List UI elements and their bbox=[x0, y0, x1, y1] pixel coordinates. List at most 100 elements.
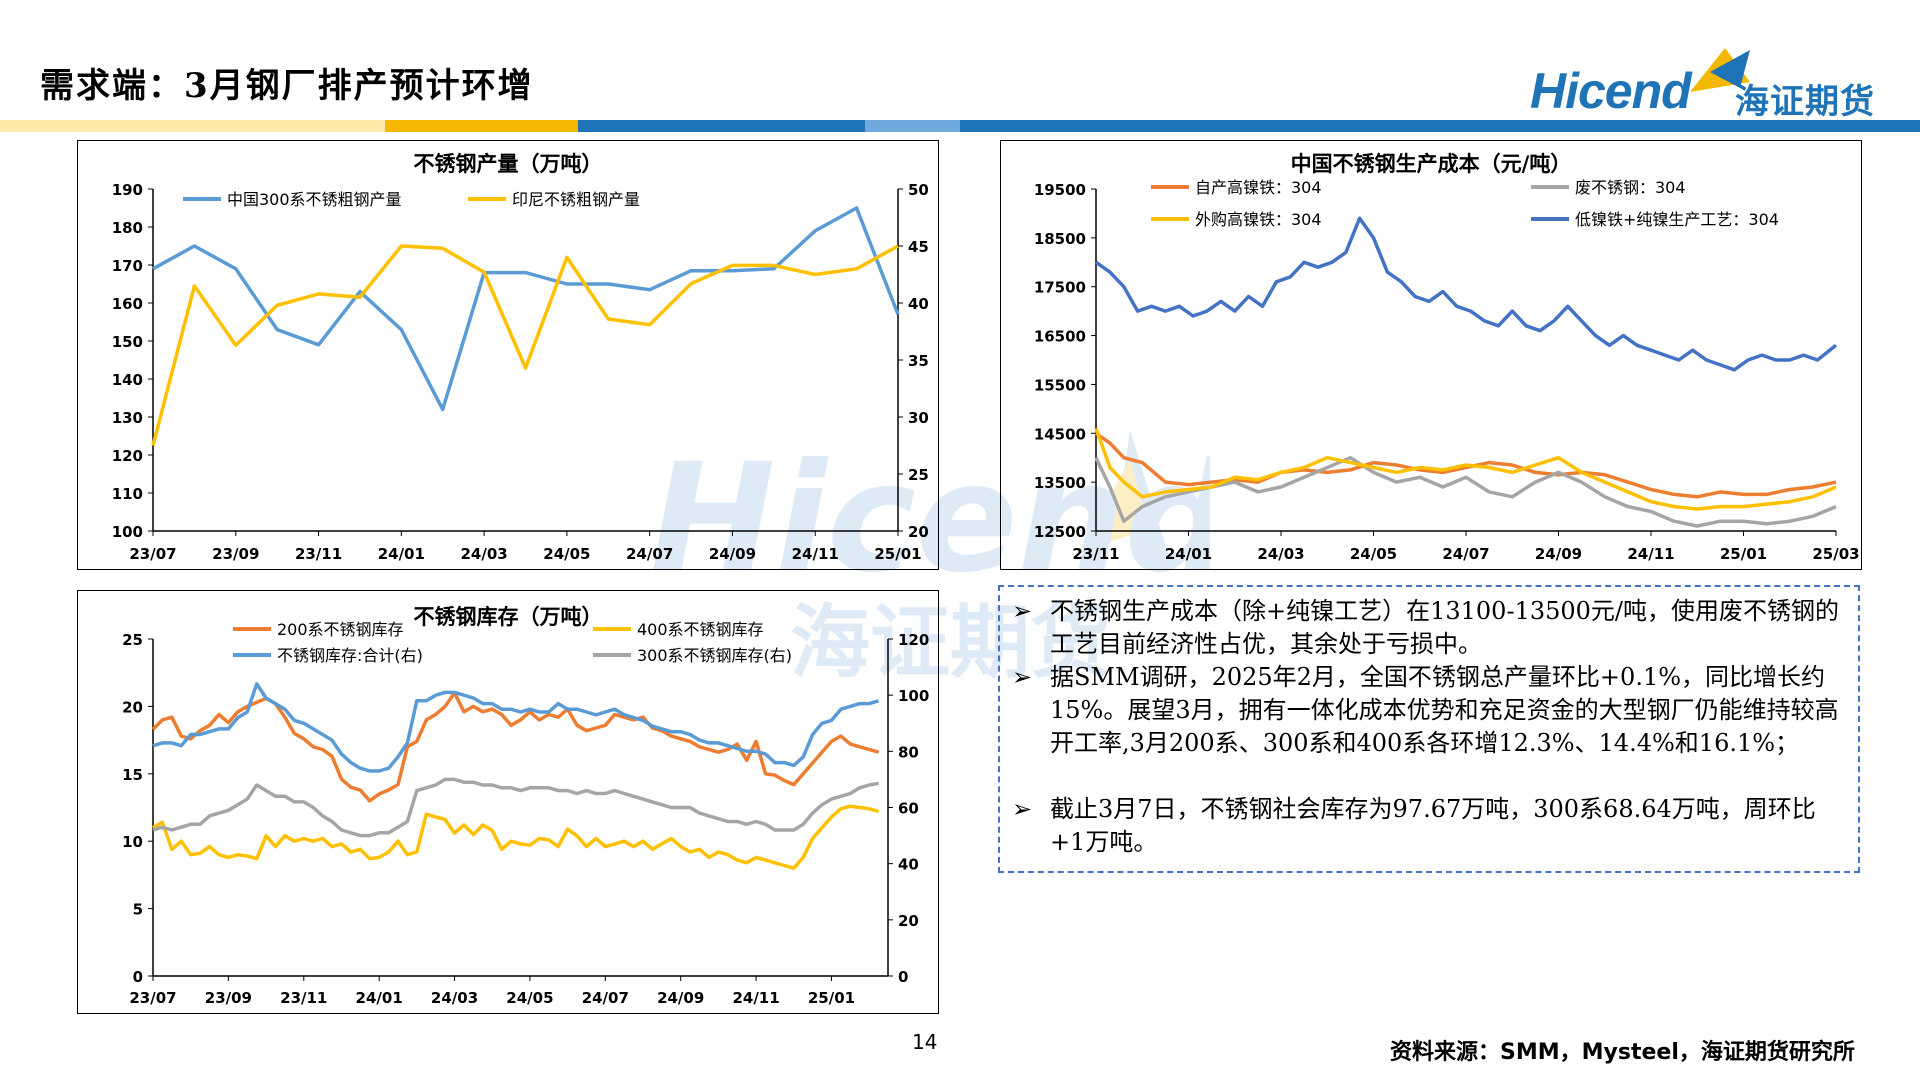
bullet-marker: ➢ bbox=[1012, 663, 1033, 691]
x-tick-label: 24/01 bbox=[356, 989, 403, 1007]
y2-tick-label: 35 bbox=[908, 352, 929, 370]
legend-label: 印尼不锈粗钢产量 bbox=[512, 190, 640, 209]
x-tick-label: 24/09 bbox=[1535, 545, 1582, 563]
series-line-4 bbox=[152, 777, 879, 838]
x-tick-label: 23/09 bbox=[212, 545, 259, 563]
commentary-box: ➢ 不锈钢生产成本（除+纯镍工艺）在13100-13500元/吨，使用废不锈钢的… bbox=[998, 585, 1860, 873]
y-tick-label: 25 bbox=[122, 631, 143, 649]
header-bar-5 bbox=[960, 120, 1920, 132]
x-tick-label: 24/11 bbox=[792, 545, 839, 563]
y-tick-label: 140 bbox=[112, 371, 143, 389]
y2-tick-label: 60 bbox=[898, 800, 919, 818]
legend-label: 不锈钢库存:合计(右) bbox=[277, 646, 423, 665]
bullet-text: 截止3月7日，不锈钢社会库存为97.67万吨，300系68.64万吨，周环比+1… bbox=[1050, 795, 1816, 856]
series-line-3 bbox=[152, 682, 880, 773]
x-tick-label: 24/05 bbox=[543, 545, 590, 563]
y-tick-label: 190 bbox=[112, 181, 143, 199]
series-line-2 bbox=[151, 244, 899, 446]
bullet-2: ➢ 据SMM调研，2025年2月，全国不锈钢总产量环比+0.1%，同比增长约15… bbox=[1012, 661, 1847, 760]
x-tick-label: 24/05 bbox=[1350, 545, 1397, 563]
x-tick-label: 24/09 bbox=[657, 989, 704, 1007]
x-tick-label: 24/09 bbox=[709, 545, 756, 563]
chart-title: 不锈钢库存（万吨） bbox=[414, 605, 603, 629]
x-tick-label: 25/03 bbox=[1812, 545, 1859, 563]
x-tick-label: 24/03 bbox=[431, 989, 478, 1007]
logo-cn-text: 海证期货 bbox=[1735, 82, 1875, 122]
page-number: 14 bbox=[912, 1030, 938, 1054]
y-tick-label: 20 bbox=[122, 698, 143, 716]
legend-label: 300系不锈钢库存(右) bbox=[637, 646, 792, 665]
header-bar-2 bbox=[385, 120, 578, 132]
source-note: 资料来源：SMM，Mysteel，海证期货研究所 bbox=[1390, 1040, 1855, 1065]
cost-chart: 中国不锈钢生产成本（元/吨） 12500 13500 14500 15500 16500 1… bbox=[1034, 152, 1860, 563]
y2-tick-label: 20 bbox=[908, 523, 929, 541]
bullet-1: ➢ 不锈钢生产成本（除+纯镍工艺）在13100-13500元/吨，使用废不锈钢的… bbox=[1012, 595, 1847, 661]
legend-label: 200系不锈钢库存 bbox=[277, 620, 404, 639]
series-line-3 bbox=[1094, 427, 1837, 511]
bullet-3: ➢ 截止3月7日，不锈钢社会库存为97.67万吨，300系68.64万吨，周环比… bbox=[1012, 793, 1847, 859]
x-tick-label: 25/01 bbox=[808, 989, 855, 1007]
y2-tick-label: 45 bbox=[908, 238, 929, 256]
company-logo: Hicend 海证期货 bbox=[1530, 48, 1890, 122]
y2-tick-label: 25 bbox=[908, 466, 929, 484]
y2-tick-label: 80 bbox=[898, 743, 919, 761]
series-line-4 bbox=[1094, 216, 1838, 372]
x-tick-label: 25/01 bbox=[874, 545, 921, 563]
y2-tick-label: 30 bbox=[908, 409, 929, 427]
y-tick-label: 120 bbox=[112, 447, 143, 465]
series-line-1 bbox=[152, 206, 900, 412]
y2-tick-label: 0 bbox=[898, 968, 908, 986]
y-tick-label: 5 bbox=[133, 901, 143, 919]
x-tick-label: 24/03 bbox=[460, 545, 507, 563]
y-tick-label: 170 bbox=[112, 257, 143, 275]
x-tick-label: 23/11 bbox=[1072, 545, 1119, 563]
legend-label: 400系不锈钢库存 bbox=[637, 620, 764, 639]
x-tick-label: 24/05 bbox=[506, 989, 553, 1007]
y-tick-label: 100 bbox=[112, 523, 143, 541]
x-tick-label: 24/01 bbox=[378, 545, 425, 563]
header-bar-1 bbox=[0, 120, 385, 132]
production-chart: 不锈钢产量（万吨） 100 110 120 130 140 150 160 170 180 190 2… bbox=[112, 152, 929, 563]
x-tick-label: 24/03 bbox=[1257, 545, 1304, 563]
y2-tick-label: 40 bbox=[898, 856, 919, 874]
inventory-chart-panel: 不锈钢库存（万吨） 0 5 10 15 20 25 0 20 40 60 80 100 120 23/07 2… bbox=[77, 590, 939, 1014]
y-tick-label: 13500 bbox=[1034, 474, 1086, 492]
bullet-marker: ➢ bbox=[1012, 597, 1033, 625]
bullet-text: 不锈钢生产成本（除+纯镍工艺）在13100-13500元/吨，使用废不锈钢的工艺… bbox=[1050, 597, 1839, 658]
legend-label: 外购高镍铁：304 bbox=[1195, 210, 1322, 229]
y-tick-label: 15 bbox=[122, 766, 143, 784]
x-tick-label: 24/07 bbox=[626, 545, 673, 563]
logo-mark-icon bbox=[1690, 48, 1750, 92]
x-tick-label: 24/01 bbox=[1165, 545, 1212, 563]
inventory-chart: 不锈钢库存（万吨） 0 5 10 15 20 25 0 20 40 60 80 100 120 23/07 2… bbox=[122, 605, 929, 1007]
y-tick-label: 17500 bbox=[1034, 279, 1086, 297]
y-tick-label: 180 bbox=[112, 219, 143, 237]
x-tick-label: 24/07 bbox=[1442, 545, 1489, 563]
x-tick-label: 24/11 bbox=[732, 989, 779, 1007]
bullet-text: 据SMM调研，2025年2月，全国不锈钢总产量环比+0.1%，同比增长约15%。… bbox=[1050, 663, 1839, 757]
y-tick-label: 14500 bbox=[1034, 425, 1086, 443]
y-tick-label: 12500 bbox=[1034, 523, 1086, 541]
x-tick-label: 23/11 bbox=[295, 545, 342, 563]
x-tick-label: 24/07 bbox=[582, 989, 629, 1007]
x-tick-label: 23/11 bbox=[280, 989, 327, 1007]
y2-tick-label: 40 bbox=[908, 295, 929, 313]
series-line-2 bbox=[152, 804, 880, 870]
y-tick-label: 0 bbox=[133, 968, 143, 986]
legend-label: 自产高镍铁：304 bbox=[1195, 178, 1322, 197]
bullet-marker: ➢ bbox=[1012, 795, 1033, 823]
y-tick-label: 10 bbox=[122, 833, 143, 851]
chart-title: 不锈钢产量（万吨） bbox=[414, 152, 603, 176]
x-tick-label: 23/07 bbox=[129, 545, 176, 563]
y-tick-label: 110 bbox=[112, 485, 143, 503]
y-tick-label: 150 bbox=[112, 333, 143, 351]
y-tick-label: 130 bbox=[112, 409, 143, 427]
y-tick-label: 16500 bbox=[1034, 328, 1086, 346]
x-tick-label: 24/11 bbox=[1627, 545, 1674, 563]
y2-tick-label: 120 bbox=[898, 631, 929, 649]
y-tick-label: 18500 bbox=[1034, 230, 1086, 248]
chart-title: 中国不锈钢生产成本（元/吨） bbox=[1291, 152, 1572, 176]
logo-text: Hicend bbox=[1530, 63, 1692, 119]
y2-tick-label: 50 bbox=[908, 181, 929, 199]
legend-label: 低镍铁+纯镍生产工艺：304 bbox=[1575, 210, 1779, 229]
